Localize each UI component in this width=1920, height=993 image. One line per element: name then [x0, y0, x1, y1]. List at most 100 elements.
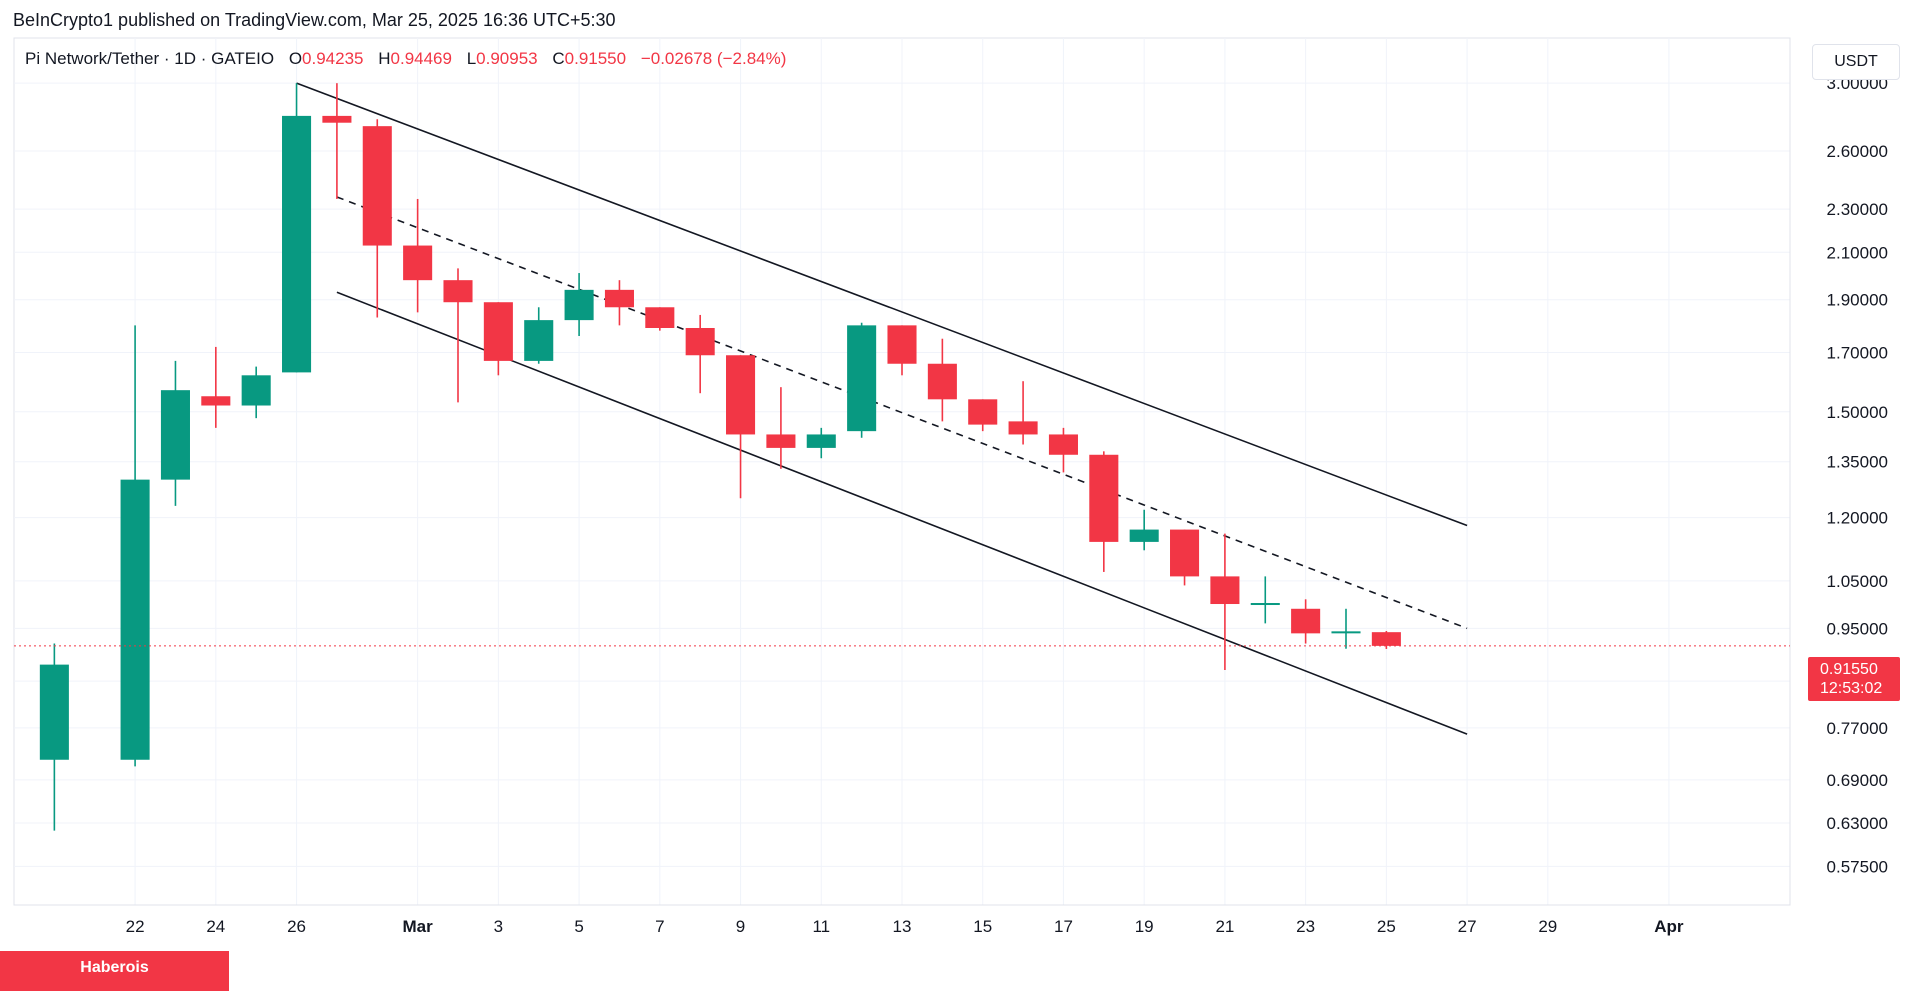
candle — [887, 325, 917, 376]
candle — [282, 83, 312, 373]
candle-body — [1170, 529, 1200, 577]
currency-selector[interactable]: USDT — [1812, 44, 1900, 80]
candle-body — [766, 434, 796, 448]
close-label: C — [552, 49, 565, 68]
candle-body — [1331, 631, 1361, 634]
time-tick-label: 13 — [893, 917, 912, 936]
change-value: −0.02678 (−2.84%) — [640, 49, 787, 68]
brand-watermark: Haberois — [0, 951, 229, 991]
candle — [564, 273, 594, 337]
candle-body — [201, 396, 231, 406]
candle-body — [483, 302, 513, 361]
candle — [483, 302, 513, 376]
candle-body — [1250, 603, 1280, 606]
candle-body — [685, 327, 715, 356]
time-tick-label: 26 — [287, 917, 306, 936]
candle — [443, 268, 473, 403]
price-tick-label: 0.57500 — [1827, 857, 1888, 876]
candle — [645, 307, 675, 331]
time-tick-label: 22 — [126, 917, 145, 936]
high-value: 0.94469 — [390, 49, 452, 68]
candle-body — [564, 289, 594, 321]
price-tick-label: 0.69000 — [1827, 771, 1888, 790]
candle-body — [927, 363, 957, 400]
price-tick-label: 0.77000 — [1827, 719, 1888, 738]
candle — [766, 387, 796, 469]
price-tick-label: 0.95000 — [1827, 619, 1888, 638]
time-tick-label: 7 — [655, 917, 664, 936]
current-price-label: 0.91550 — [1820, 661, 1878, 678]
candle — [927, 338, 957, 422]
grid — [13, 37, 1791, 906]
candle — [1008, 381, 1038, 445]
candle-body — [1048, 434, 1078, 455]
open-label: O — [288, 49, 303, 68]
candle — [1371, 630, 1401, 649]
time-tick-label: Apr — [1654, 917, 1684, 936]
candle — [1250, 576, 1280, 624]
candle — [968, 399, 998, 432]
low-label: L — [466, 49, 477, 68]
candles — [39, 83, 1401, 831]
time-tick-label: 15 — [973, 917, 992, 936]
candle-body — [887, 325, 917, 364]
time-tick-label: 24 — [206, 917, 225, 936]
candle-body — [604, 289, 634, 308]
candle-body — [1371, 632, 1401, 646]
time-tick-label: 9 — [736, 917, 745, 936]
candle-body — [39, 664, 69, 760]
candle — [806, 427, 836, 459]
candle-body — [282, 115, 312, 373]
current-price-tag: 0.91550 12:53:02 — [1808, 657, 1900, 701]
candle — [1089, 451, 1119, 572]
time-tick-label: Mar — [403, 917, 434, 936]
channel-mid-line — [336, 196, 1468, 630]
candle-body — [806, 434, 836, 448]
symbol-title: Pi Network/Tether · 1D · GATEIO — [25, 49, 275, 68]
candle — [39, 643, 69, 831]
descending-channel — [296, 82, 1468, 735]
candle-body — [847, 325, 877, 432]
high-label: H — [378, 49, 391, 68]
time-tick-label: 23 — [1296, 917, 1315, 936]
low-value: 0.90953 — [476, 49, 538, 68]
channel-upper-line — [296, 82, 1468, 527]
candle — [362, 119, 392, 318]
candle-body — [241, 375, 271, 406]
candle-body — [1291, 608, 1321, 634]
candle — [322, 83, 352, 199]
candle — [1291, 599, 1321, 644]
symbol-legend: Pi Network/Tether · 1D · GATEIO O0.94235… — [25, 49, 786, 69]
candle — [1129, 509, 1159, 551]
bar-countdown: 12:53:02 — [1820, 680, 1883, 697]
price-tick-label: 1.05000 — [1827, 572, 1888, 591]
candle — [1170, 529, 1200, 586]
price-tick-label: 0.63000 — [1827, 814, 1888, 833]
price-tick-label: 1.35000 — [1827, 453, 1888, 472]
candle-body — [1089, 454, 1119, 542]
candle — [120, 325, 150, 767]
time-tick-label: 19 — [1135, 917, 1154, 936]
close-value: 0.91550 — [564, 49, 627, 68]
price-tick-label: 1.20000 — [1827, 509, 1888, 528]
price-axis[interactable]: 3.000002.600002.300002.100001.900001.700… — [1827, 74, 1888, 876]
candle-body — [443, 280, 473, 303]
candle — [1210, 533, 1240, 671]
time-tick-label: 5 — [574, 917, 583, 936]
price-tick-label: 1.70000 — [1827, 343, 1888, 362]
candle-body — [160, 390, 190, 480]
price-tick-label: 1.50000 — [1827, 403, 1888, 422]
candle — [1048, 427, 1078, 473]
candle-body — [1008, 421, 1038, 435]
channel-lower-line — [336, 291, 1468, 735]
time-axis[interactable]: 22 24 26 Mar 3 5 7 9 11 13 15 17 19 21 23 25 27 29 Apr — [14, 904, 1790, 936]
candle — [685, 314, 715, 394]
candle — [726, 355, 756, 499]
candle-body — [362, 126, 392, 246]
candle — [403, 198, 433, 313]
price-tick-label: 2.60000 — [1827, 142, 1888, 161]
price-tick-label: 2.10000 — [1827, 243, 1888, 262]
candle-body — [403, 245, 433, 281]
time-tick-label: 17 — [1054, 917, 1073, 936]
